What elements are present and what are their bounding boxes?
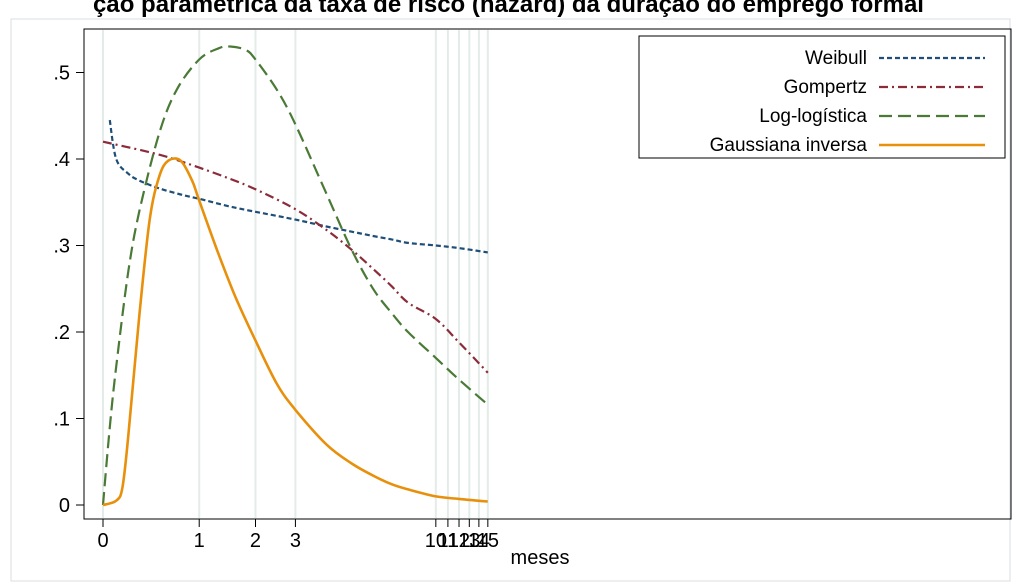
series-lines (101, 45, 489, 507)
x-tick-label: 10 (425, 530, 447, 552)
y-axis: 0 .1 .2 .3 .4 .5 (53, 63, 84, 517)
x-tick-label: 2 (250, 530, 261, 552)
x-tick-label: 14 (468, 530, 490, 552)
legend-label: Log-logística (759, 106, 867, 127)
x-tick-label: 1 (194, 530, 205, 552)
y-tick-label: .2 (53, 322, 70, 344)
legend-label: Weibull (805, 48, 867, 69)
vertical-gridlines (102, 30, 489, 518)
series-line-0 (108, 119, 488, 254)
legend-label: Gaussiana inversa (710, 135, 868, 156)
y-tick-label: .1 (53, 409, 70, 431)
x-tick-label: 13 (458, 530, 480, 552)
x-tick-label: 0 (97, 530, 108, 552)
x-tick-label: 12 (448, 530, 470, 552)
series-line-1 (102, 140, 489, 374)
plot-area (83, 28, 1012, 520)
legend: Weibull Gompertz Log-logística Gaussiana in… (638, 35, 1006, 159)
x-axis-title: meses (511, 547, 570, 569)
x-tick-label: 3 (290, 530, 301, 552)
legend-label: Gompertz (784, 77, 867, 98)
chart-title: ção paramétrica da taxa de risco (hazard… (93, 0, 924, 18)
series-line-2 (101, 45, 489, 506)
y-tick-label: .4 (53, 149, 70, 171)
y-tick-label: .5 (53, 63, 70, 85)
series-line-3 (102, 157, 488, 507)
y-tick-label: .3 (53, 236, 70, 258)
x-tick-label: 15 (477, 530, 499, 552)
x-tick-label: 11 (438, 530, 459, 552)
y-tick-label: 0 (59, 495, 70, 517)
legend-box (638, 35, 1006, 159)
